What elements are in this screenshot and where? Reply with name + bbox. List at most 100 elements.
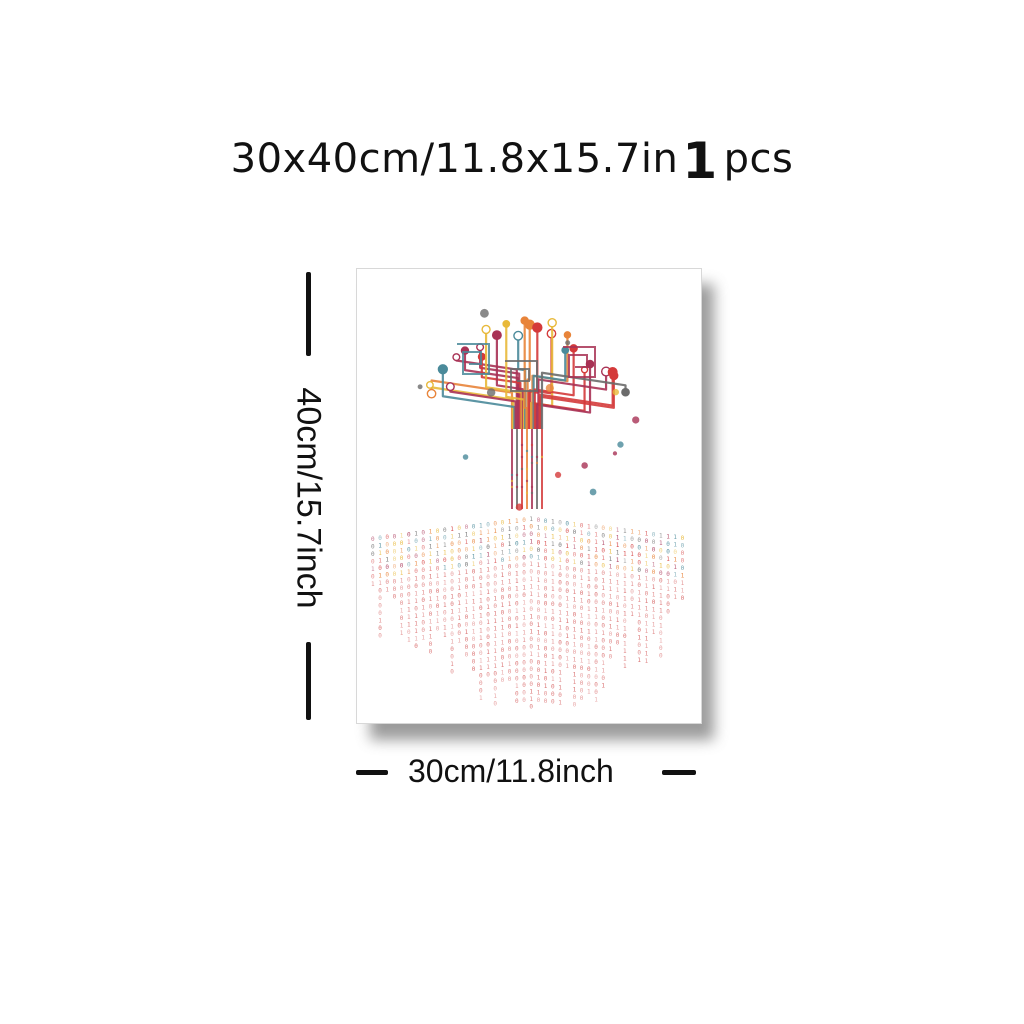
binary-digit: 1 xyxy=(666,533,670,540)
binary-digit: 1 xyxy=(465,629,469,636)
binary-digit: 1 xyxy=(508,579,512,586)
binary-digit: 0 xyxy=(421,537,425,544)
binary-digit: 1 xyxy=(400,630,404,637)
binary-digit: 1 xyxy=(457,533,461,540)
branch-trace xyxy=(523,323,528,429)
floating-dot xyxy=(554,471,562,479)
binary-digit: 1 xyxy=(501,535,505,542)
binary-digit: 1 xyxy=(594,539,598,546)
binary-digit: 0 xyxy=(522,689,526,696)
binary-digit: 0 xyxy=(537,569,541,576)
binary-digit: 1 xyxy=(486,664,490,671)
binary-digit: 1 xyxy=(493,641,497,648)
binary-digit: 1 xyxy=(443,542,447,549)
binary-digit: 1 xyxy=(508,519,512,526)
binary-digit: 1 xyxy=(457,608,461,615)
binary-digit: 0 xyxy=(457,593,461,600)
binary-digit: 1 xyxy=(645,553,649,560)
binary-digit: 1 xyxy=(407,636,411,643)
trace-node xyxy=(426,388,437,399)
binary-digit: 0 xyxy=(601,570,605,577)
binary-digit: 1 xyxy=(601,668,605,675)
binary-digit: 0 xyxy=(529,704,533,711)
binary-digit: 1 xyxy=(486,529,490,536)
binary-digit: 1 xyxy=(429,574,433,581)
binary-digit: 0 xyxy=(645,613,649,620)
binary-digit: 1 xyxy=(443,564,447,571)
binary-digit: 1 xyxy=(623,610,627,617)
binary-digit: 0 xyxy=(486,626,490,633)
binary-digit: 1 xyxy=(515,683,519,690)
floating-dot xyxy=(417,384,423,390)
binary-digit: 1 xyxy=(637,605,641,612)
binary-digit: 0 xyxy=(580,552,584,559)
binary-digit: 0 xyxy=(522,644,526,651)
binary-digit: 0 xyxy=(587,666,591,673)
binary-digit: 1 xyxy=(493,611,497,618)
binary-digit: 1 xyxy=(587,606,591,613)
binary-digit: 1 xyxy=(414,591,418,598)
binary-digit: 1 xyxy=(551,676,555,683)
binary-digit: 1 xyxy=(609,646,613,653)
binary-digit: 1 xyxy=(659,532,663,539)
binary-digit: 1 xyxy=(565,633,569,640)
floating-dot xyxy=(617,441,624,448)
binary-digit: 1 xyxy=(652,621,656,628)
binary-digit: 0 xyxy=(681,543,685,550)
binary-digit: 0 xyxy=(601,638,605,645)
binary-digit: 0 xyxy=(501,587,505,594)
binary-digit: 1 xyxy=(400,607,404,614)
binary-digit: 1 xyxy=(645,576,649,583)
binary-digit: 0 xyxy=(637,650,641,657)
binary-digit: 0 xyxy=(587,598,591,605)
binary-digit: 1 xyxy=(465,607,469,614)
binary-digit: 1 xyxy=(652,591,656,598)
binary-digit: 0 xyxy=(385,564,389,571)
binary-digit: 0 xyxy=(515,698,519,705)
binary-digit: 0 xyxy=(522,517,526,524)
binary-digit: 1 xyxy=(429,551,433,558)
binary-digit: 0 xyxy=(393,548,397,555)
binary-digit: 0 xyxy=(414,538,418,545)
binary-digit: 1 xyxy=(465,599,469,606)
binary-digit: 1 xyxy=(623,663,627,670)
binary-digit: 0 xyxy=(393,571,397,578)
binary-digit: 1 xyxy=(551,579,555,586)
binary-digit: 1 xyxy=(587,643,591,650)
binary-digit: 1 xyxy=(465,532,469,539)
binary-digit: 0 xyxy=(645,591,649,598)
binary-digit: 0 xyxy=(457,525,461,532)
binary-digit: 0 xyxy=(580,687,584,694)
binary-digit: 0 xyxy=(601,675,605,682)
binary-digit: 0 xyxy=(609,631,613,638)
binary-digit: 0 xyxy=(465,524,469,531)
binary-digit: 1 xyxy=(508,601,512,608)
binary-digit: 0 xyxy=(515,525,519,532)
width-dimension-label: 30cm/11.8inch xyxy=(408,753,614,789)
binary-digit: 1 xyxy=(486,559,490,566)
trace-node xyxy=(452,353,461,362)
binary-digit: 1 xyxy=(371,566,375,573)
binary-digit: 0 xyxy=(529,546,533,553)
binary-digit: 1 xyxy=(666,586,670,593)
binary-digit: 1 xyxy=(587,553,591,560)
binary-digit: 1 xyxy=(537,629,541,636)
binary-digit: 1 xyxy=(429,634,433,641)
binary-digit: 1 xyxy=(508,526,512,533)
binary-digit: 1 xyxy=(429,626,433,633)
binary-digit: 1 xyxy=(659,637,663,644)
binary-digit: 1 xyxy=(400,622,404,629)
binary-digit: 1 xyxy=(573,559,577,566)
binary-digit: 0 xyxy=(529,621,533,628)
binary-digit: 0 xyxy=(580,560,584,567)
binary-digit: 1 xyxy=(493,543,497,550)
binary-digit: 1 xyxy=(522,637,526,644)
binary-digit: 0 xyxy=(529,681,533,688)
binary-digit: 0 xyxy=(544,698,548,705)
binary-digit: 1 xyxy=(645,636,649,643)
binary-digit: 1 xyxy=(414,576,418,583)
trunk-dot xyxy=(520,467,524,471)
binary-digit: 0 xyxy=(529,666,533,673)
binary-digit: 1 xyxy=(450,526,454,533)
binary-digit: 0 xyxy=(443,587,447,594)
